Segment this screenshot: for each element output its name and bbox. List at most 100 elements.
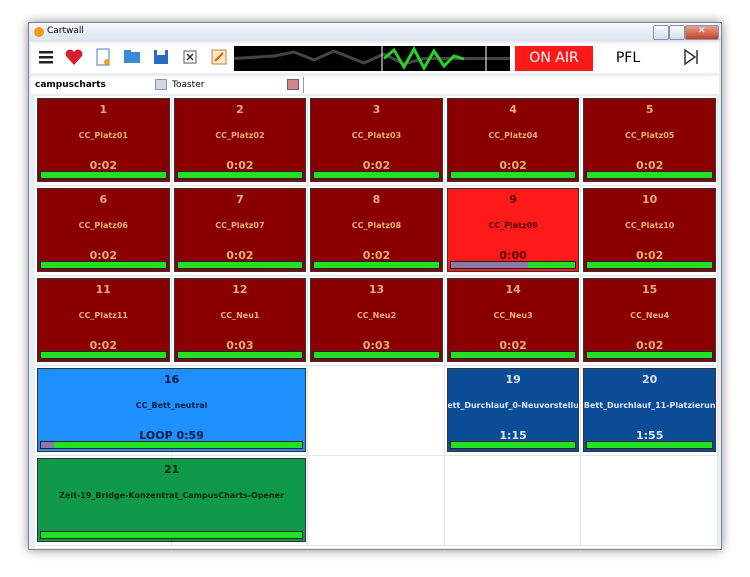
grid-cell bbox=[308, 186, 445, 276]
cart-number: 14 bbox=[505, 283, 521, 296]
cart[interactable]: 5 CC_Platz05 0:02 bbox=[583, 98, 716, 182]
title-bar: Cartwall ✕ bbox=[29, 23, 721, 41]
pfl-button[interactable]: PFL bbox=[615, 50, 641, 66]
minimize-button[interactable] bbox=[653, 25, 669, 40]
cart[interactable]: 20 Bett_Durchlauf_11-Platzierun 1:55 bbox=[583, 368, 716, 452]
cart-time: 0:02 bbox=[499, 339, 527, 352]
progress-bar bbox=[313, 351, 440, 359]
cart-number: 8 bbox=[372, 193, 381, 206]
cart-name: CC_Platz03 bbox=[351, 131, 402, 140]
cart[interactable]: 10 CC_Platz10 0:02 bbox=[583, 188, 716, 272]
cart-number: 9 bbox=[509, 193, 517, 206]
cart-number: 19 bbox=[505, 373, 521, 386]
cart-time: 0:02 bbox=[226, 249, 254, 262]
cart-number: 1 bbox=[99, 103, 108, 116]
cart-time: 0:02 bbox=[636, 249, 664, 262]
cart-time: 0:03 bbox=[226, 339, 254, 352]
cart[interactable]: 3 CC_Platz03 0:02 bbox=[310, 98, 443, 182]
cart[interactable]: 12 CC_Neu1 0:03 bbox=[173, 278, 307, 362]
open-button[interactable] bbox=[120, 45, 144, 69]
cart-time: 1:55 bbox=[636, 429, 664, 442]
cart[interactable]: 2 CC_Platz02 0:02 bbox=[173, 98, 307, 182]
cart[interactable]: 6 CC_Platz06 0:02 bbox=[37, 188, 170, 272]
menu-button[interactable] bbox=[35, 45, 59, 69]
tab-close[interactable] bbox=[155, 79, 167, 90]
cart-name: Bett_Durchlauf_11-Platzierun bbox=[583, 401, 716, 410]
grid-cell bbox=[581, 366, 718, 456]
cart-time: LOOP 0:59 bbox=[139, 429, 204, 442]
cart[interactable]: 1 CC_Platz01 0:02 bbox=[37, 98, 170, 182]
progress-bar bbox=[40, 261, 167, 269]
cart-name: ett_Durchlauf_0-Neuvorstellu bbox=[447, 401, 579, 410]
grid-cell bbox=[171, 276, 309, 366]
cart-time: 0:02 bbox=[636, 159, 664, 172]
cart-number: 16 bbox=[163, 373, 180, 386]
cart-name: CC_Platz08 bbox=[351, 221, 402, 230]
progress-bar bbox=[40, 171, 167, 179]
grid-cell bbox=[581, 186, 718, 276]
grid-cell bbox=[171, 456, 309, 546]
cart-name: CC_Platz09 bbox=[488, 221, 538, 230]
progress-bar bbox=[449, 441, 577, 449]
cart-time: 0:00 bbox=[499, 249, 527, 262]
cart[interactable]: 8 CC_Platz08 0:02 bbox=[310, 188, 443, 272]
grid-cell bbox=[444, 366, 582, 456]
cart[interactable]: 13 CC_Neu2 0:03 bbox=[310, 278, 443, 362]
clear-button[interactable] bbox=[178, 45, 202, 69]
window-title: Cartwall bbox=[47, 26, 84, 36]
cart-name: CC_Neu1 bbox=[220, 311, 260, 320]
cart-time: 1:15 bbox=[499, 429, 527, 442]
grid-cell bbox=[581, 456, 718, 546]
progress-bar bbox=[40, 531, 304, 539]
cart[interactable]: 19 ett_Durchlauf_0-Neuvorstellu 1:15 bbox=[446, 368, 580, 452]
cart-number: 13 bbox=[368, 283, 385, 296]
new-button[interactable] bbox=[91, 45, 115, 69]
cart-name: CC_Neu3 bbox=[493, 311, 533, 320]
grid-cell bbox=[308, 96, 445, 186]
progress-bar bbox=[586, 171, 713, 179]
cart-name: CC_Bett_neutral bbox=[135, 401, 208, 410]
tab[interactable]: campuscharts bbox=[35, 80, 106, 90]
grid-cell bbox=[581, 276, 718, 366]
close-button[interactable]: ✕ bbox=[685, 25, 719, 40]
progress-bar bbox=[313, 261, 440, 269]
cart-name: CC_Neu4 bbox=[630, 311, 670, 320]
cart[interactable]: 21 Zeit-19_Bridge-Konzentrat_CampusCharts… bbox=[37, 458, 307, 542]
app-icon bbox=[34, 27, 44, 37]
progress-bar bbox=[176, 351, 304, 359]
cart[interactable]: 15 CC_Neu4 0:02 bbox=[583, 278, 716, 362]
cart-name: CC_Platz10 bbox=[625, 221, 675, 230]
tab[interactable]: Toaster bbox=[172, 80, 205, 90]
cart[interactable]: 7 CC_Platz07 0:02 bbox=[173, 188, 307, 272]
grid-cell bbox=[308, 276, 445, 366]
cart-number: 5 bbox=[645, 103, 654, 116]
on-air-button[interactable]: ON AIR bbox=[515, 46, 593, 71]
cart-number: 2 bbox=[236, 103, 244, 116]
progress-bar bbox=[176, 261, 304, 269]
cart-number: 12 bbox=[232, 283, 248, 296]
cart[interactable]: 9 CC_Platz09 0:00 bbox=[446, 188, 580, 272]
cart[interactable]: 16 CC_Bett_neutral LOOP 0:59 bbox=[37, 368, 307, 452]
grid-cell bbox=[581, 96, 718, 186]
cart[interactable]: 14 CC_Neu3 0:02 bbox=[446, 278, 580, 362]
progress-bar bbox=[40, 441, 304, 449]
cart-number: 10 bbox=[642, 193, 658, 206]
cart[interactable]: 11 CC_Platz11 0:02 bbox=[37, 278, 170, 362]
progress-bar bbox=[586, 351, 713, 359]
tab-close[interactable] bbox=[287, 79, 299, 90]
edit-button[interactable] bbox=[207, 45, 231, 69]
favorite-button[interactable] bbox=[62, 45, 86, 69]
grid-cell bbox=[444, 276, 582, 366]
grid-cell bbox=[35, 276, 172, 366]
save-button[interactable] bbox=[149, 45, 173, 69]
cart-name: CC_Platz04 bbox=[488, 131, 538, 140]
cart-time: 0:02 bbox=[89, 159, 117, 172]
cart-name: Zeit-19_Bridge-Konzentrat_CampusCharts-O… bbox=[59, 491, 285, 500]
skip-button[interactable] bbox=[679, 45, 703, 69]
cart-time: 0:02 bbox=[89, 249, 117, 262]
progress-bar bbox=[176, 171, 304, 179]
grid-cell bbox=[444, 186, 582, 276]
maximize-button[interactable] bbox=[669, 25, 685, 40]
cart[interactable]: 4 CC_Platz04 0:02 bbox=[446, 98, 580, 182]
progress-bar bbox=[449, 351, 577, 359]
